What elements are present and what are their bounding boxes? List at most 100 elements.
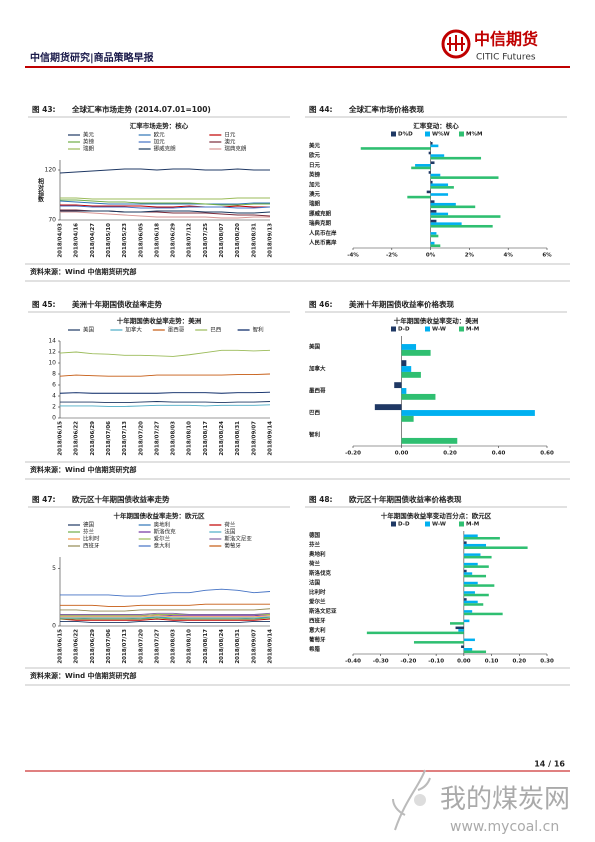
series-line [59,349,271,357]
y-tick-label: 0 [52,623,56,630]
legend-label: 西班牙 [83,542,100,550]
series-line [60,401,271,404]
legend-label: 荷兰 [224,521,236,529]
y-tick-label: 120 [45,167,57,174]
series-line [60,616,271,619]
series-line [60,612,271,615]
x-tick-label: 2018/07/27 [154,421,160,456]
x-tick-label: -0.20 [345,451,361,457]
x-tick-label: 0.20 [512,659,526,665]
x-tick-label: 0.30 [540,659,554,665]
legend-swatch [459,521,464,527]
bar [401,437,458,444]
bar [455,626,464,630]
bar [463,574,487,578]
legend-label: M-M [466,522,479,528]
y-tick-label: 4 [52,393,56,400]
chart-title: 十年期国债收益率走势：欧元区 [114,511,206,520]
logo-en: CITIC Futures [476,53,536,63]
figure-title: 欧元区十年期国债收益率走势 [72,494,170,504]
bar [401,344,417,350]
x-tick-label: 2018/09/07 [251,421,257,456]
x-tick-label: 2018/07/20 [138,421,144,456]
figure-label: 图 48: [309,495,333,504]
category-label: 西班牙 [309,616,326,624]
logo-ring [441,29,471,59]
x-tick-label: 2018/08/03 [171,421,177,456]
bar [463,581,478,585]
legend-label: M-M [466,327,479,333]
bar [366,631,464,635]
category-label: 芬兰 [308,541,321,549]
bar [430,234,439,238]
y-tick-label: 6 [52,382,56,389]
x-tick-label: 2018/08/24 [219,629,225,664]
figure-title: 欧元区十年期国债收益率价格表现 [349,494,462,504]
legend-label: M%M [466,132,482,138]
bar [401,360,407,367]
x-tick-label: 2018/08/20 [235,223,241,258]
watermark-flower [414,794,426,806]
figure-title: 全球汇率市场价格表现 [348,104,424,114]
figure-label: 图 44: [309,105,333,114]
bar [463,584,495,587]
series-line [59,373,271,377]
bar [463,562,478,566]
figure-title: 美洲十年期国债收益率价格表现 [349,299,454,309]
bar [430,183,449,187]
bar [430,193,449,196]
bar [428,151,431,155]
x-tick-label: -2% [386,253,398,259]
category-label: 智利 [309,431,321,439]
x-tick-label: 2018/06/29 [171,223,177,258]
category-label: 斯洛伐克 [309,569,332,577]
bar [463,546,528,549]
legend-label: 加元 [154,138,166,146]
series-line [60,588,271,597]
header-title: 中信期货研究|商品策略早报 [30,51,154,64]
category-label: 人民币在岸 [309,229,337,237]
x-tick-label: 2018/06/15 [58,629,64,664]
legend-label: 芬兰 [83,528,95,536]
category-label: 美元 [309,141,321,149]
bar [401,371,421,378]
bar [463,598,467,601]
x-tick-label: 2% [465,253,475,259]
series-line [60,210,271,214]
legend-swatch [459,326,464,332]
x-tick-label: 2018/07/25 [203,223,209,258]
source-note: 资料来源：Wind 中信期货研究部 [30,465,137,474]
legend-label: 日元 [224,132,236,139]
x-tick-label: 2018/07/20 [138,629,144,664]
page-number: 14 / 16 [534,760,565,769]
bar [463,553,481,556]
x-tick-label: 2018/06/29 [90,421,96,456]
chart-title: 汇率变动：核心 [413,121,459,130]
legend-label: 斯洛文尼亚 [224,535,252,543]
category-label: 意大利 [309,626,326,634]
x-tick-label: 2018/06/18 [154,223,160,258]
series-line [60,608,271,612]
series-line [60,197,270,200]
x-tick-label: 2018/06/22 [74,629,80,664]
category-label: 斯洛文尼亚 [309,607,337,615]
legend-swatch [391,521,396,527]
x-tick-label: 2018/09/13 [268,223,274,258]
bar [463,600,478,604]
category-label: 澳元 [309,190,321,198]
category-label: 瑞朗 [309,200,321,208]
x-tick-label: 2018/04/16 [74,223,80,258]
bar [430,156,482,160]
bar [463,536,500,540]
y-tick-label: 70 [48,217,56,224]
legend-label: W%W [432,132,450,138]
x-tick-label: -0.10 [428,659,444,665]
legend-label: W-W [432,327,446,333]
x-tick-label: 2018/09/14 [268,629,274,664]
x-tick-label: 0.00 [457,659,471,665]
x-tick-label: 2018/04/27 [90,223,96,258]
series-line [60,617,271,620]
x-tick-label: 2018/04/03 [58,223,64,258]
